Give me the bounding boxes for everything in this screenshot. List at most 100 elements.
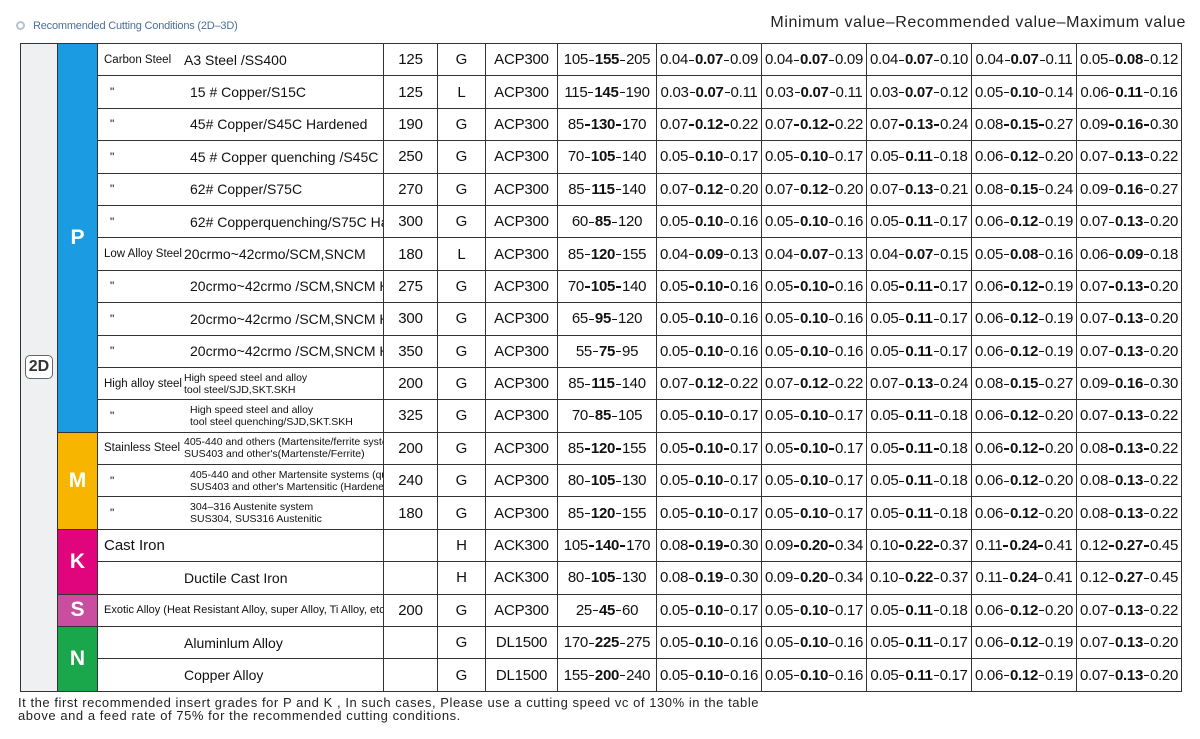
feed-cell: 0.11 0.24 0.41	[971, 561, 1077, 595]
range-dash	[1039, 448, 1044, 450]
min-value: 0.05	[660, 472, 688, 490]
range-dash	[1144, 189, 1149, 191]
min-value: 0.08	[1080, 472, 1108, 490]
material-cell: Low Alloy Steel 20crmo~42crmo/SCM,SNCM	[97, 237, 384, 271]
range-dash	[1004, 318, 1009, 320]
range-dash	[612, 318, 618, 320]
material-cell: " 20crmo~42crmo /SCM,SNCM Hardened	[97, 302, 384, 336]
recommended-value: 0.11	[905, 310, 933, 328]
max-value: 0.11	[835, 83, 863, 101]
side-badge: 2D	[24, 355, 54, 380]
hardness-cell: 300	[383, 302, 438, 336]
material-line: 45# Copper/S45C Hardened	[190, 116, 368, 133]
range-dash	[1004, 642, 1009, 644]
material: " 62# Copper/S75C	[99, 174, 383, 204]
range-dash	[899, 351, 905, 353]
range-dash	[829, 383, 834, 385]
min-value: 80	[567, 472, 584, 490]
recommended-value: 0.11	[905, 148, 933, 166]
range-dash	[829, 448, 834, 450]
table-row: N Aluminlum Alloy G DL1500 170 225 275 0.05 0.10…	[21, 626, 1182, 692]
feed-cell: 0.09 0.20 0.34	[761, 561, 867, 595]
range-dash	[612, 221, 618, 223]
range-dash	[1144, 156, 1149, 158]
table-row: " 20crmo~42crmo /SCM,SNCM Hardened 300 GACP…	[21, 302, 1182, 336]
recommended-value: 0.16	[1115, 375, 1143, 393]
range-dash	[1039, 415, 1044, 418]
max-value: 0.17	[835, 472, 863, 490]
grade-cell: ACP300	[485, 204, 558, 239]
feed-cell: 0.05 0.10 0.17	[761, 464, 867, 498]
feed-cell: 0.05 0.10 0.16	[656, 269, 762, 304]
recommended-value: 0.10	[800, 342, 828, 360]
feed-cell: 0.05 0.10 0.17	[761, 140, 867, 174]
recommended-value: 0.13	[1115, 148, 1143, 166]
range-dash	[592, 351, 598, 353]
min-value: 0.04	[765, 245, 793, 263]
speed-cell: 80 105 130	[557, 561, 657, 595]
table-row: " 304–316 Austenite system SUS304, SUS316 …	[21, 496, 1182, 530]
material-line: SUS304, SUS316 Austenitic	[190, 513, 322, 526]
range-dash	[829, 610, 834, 612]
feed-cell: 0.07 0.13 0.20	[1076, 302, 1182, 336]
speed-cell: 105 155 205	[557, 42, 657, 77]
feed-cell: 0.05 0.10 0.14	[971, 75, 1077, 109]
hardness: 275	[398, 277, 423, 295]
max-value: 0.34	[835, 569, 863, 587]
range-dash	[933, 610, 939, 612]
hardness: 200	[398, 601, 423, 619]
material-class: "	[110, 279, 115, 294]
max-value: 105	[618, 407, 643, 425]
range-dash	[689, 124, 694, 126]
hardness: 180	[398, 245, 423, 263]
grade-cell: ACP300	[485, 334, 558, 368]
min-value: 0.05	[765, 310, 793, 328]
range-dash	[829, 577, 834, 580]
range-dash	[1109, 545, 1114, 547]
hardness: 250	[398, 148, 423, 166]
range-dash	[1109, 513, 1114, 515]
range-dash	[612, 415, 618, 418]
grade-cell: ACP300	[485, 172, 558, 206]
range-dash	[1039, 221, 1044, 223]
feed-cell: 0.05 0.10 0.17	[656, 496, 762, 530]
feed-cell: 0.07 0.13 0.21	[866, 172, 972, 206]
recommended-value: 0.13	[1115, 310, 1143, 328]
range-dash	[689, 156, 694, 158]
min-value: 0.06	[975, 277, 1003, 295]
material: Carbon Steel A3 Steel /SS400	[99, 45, 383, 75]
recommended-value: 0.12	[695, 180, 723, 198]
grade-cell: DL1500	[485, 626, 558, 660]
recommended-value: 0.11	[905, 213, 933, 231]
feed-cell: 0.07 0.12 0.20	[761, 172, 867, 206]
recommended-value: 0.19	[695, 569, 723, 587]
table-row: M Stainless Steel 405-440 and others (Mart…	[21, 431, 1182, 530]
range-dash	[829, 92, 835, 94]
recommended-value: 0.27	[1115, 537, 1143, 555]
recommended-value: 105	[590, 148, 616, 166]
hardness-cell	[383, 626, 438, 660]
feed-cell: 0.05 0.10 0.16	[656, 302, 762, 336]
range-dash	[1109, 383, 1114, 385]
range-dash	[1004, 92, 1009, 94]
recommended-value: 0.13	[1115, 666, 1143, 684]
material-line: SUS403 and other's Martensitic (Hardened…	[190, 480, 384, 493]
group-cell: N	[57, 626, 98, 692]
range-dash	[620, 545, 626, 547]
hardness-cell: 350	[383, 334, 438, 368]
speed-cell: 25 45 60	[557, 593, 657, 628]
min-value: 0.05	[660, 504, 688, 522]
max-value: 0.22	[730, 375, 758, 393]
recommended-value: 130	[590, 115, 616, 133]
range-dash	[724, 545, 729, 547]
speed-cell: 85 130 170	[557, 107, 657, 142]
max-value: 275	[626, 634, 651, 652]
range-dash	[1039, 189, 1044, 191]
range-dash	[724, 318, 729, 320]
min-value: 0.05	[660, 439, 688, 457]
max-value: 140	[621, 180, 646, 198]
recommended-value: 120	[590, 439, 616, 457]
range-dash	[724, 383, 729, 385]
material: Exotic Alloy (Heat Resistant Alloy, supe…	[99, 595, 383, 625]
range-dash	[724, 415, 729, 418]
